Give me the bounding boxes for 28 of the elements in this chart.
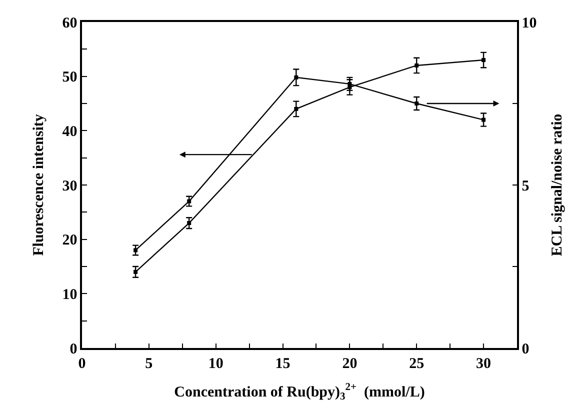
x-tick-label: 25 [409,356,424,372]
y2-axis-title: ECL signal/noise ratio [549,114,566,256]
point [414,63,419,68]
y-tick-label: 50 [62,70,78,86]
point [348,82,352,86]
x-tick-label: 30 [476,356,492,372]
y-tick-label: 0 [70,341,78,358]
point [482,118,486,122]
point [134,270,138,274]
y-tick-label: 30 [62,178,78,194]
y-axis-title: Fluorescence intensity [31,114,47,256]
y2-tick-label: 5 [522,178,530,194]
point [187,221,192,226]
point [294,75,298,80]
y-tick-label: 10 [62,286,78,303]
point [414,102,419,106]
x-tick-label: 5 [145,356,153,372]
y-tick-label: 40 [62,124,78,140]
point [482,58,486,62]
y-tick-label: 60 [62,15,78,32]
x-axis-title: Concentration of Ru(bpy)$_{3}$$^{2+}$ (mmol/L) [174,382,425,402]
x-tick-label: 20 [342,356,358,372]
x-tick-label: 10 [208,356,224,372]
x-tick-label: 15 [275,356,290,372]
y-tick-label: 20 [62,232,78,249]
y2-tick-label: 10 [522,15,537,32]
point [294,106,298,111]
y2-tick-label: 0 [522,341,530,358]
